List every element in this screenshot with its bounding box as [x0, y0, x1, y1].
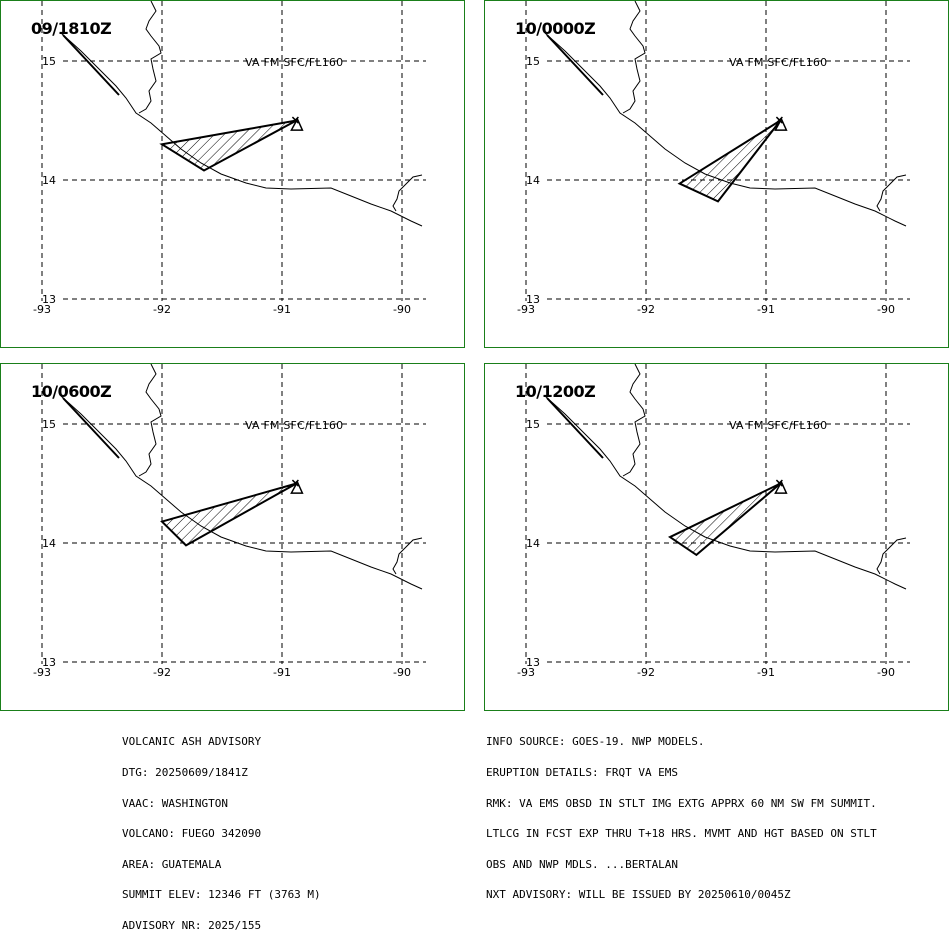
- volcano-mark: [291, 479, 299, 487]
- coastline: [544, 395, 907, 590]
- lat-label: 15: [526, 418, 540, 431]
- volcano-mark: [291, 116, 299, 124]
- border-line: [876, 174, 907, 212]
- lat-label: 15: [42, 418, 56, 431]
- panel-time: 10/0000Z: [515, 19, 596, 38]
- lat-label: 14: [526, 537, 540, 550]
- map-canvas: 15 14 13-93 -92 -91 -90: [33, 1, 426, 316]
- advisory-summit-elev: SUMMIT ELEV: 12346 FT (3763 M): [122, 888, 321, 902]
- panel-level: VA FM SFC/FL160: [729, 56, 828, 69]
- lon-label: -91: [273, 666, 291, 679]
- advisory-info-source: INFO SOURCE: GOES-19. NWP MODELS.: [486, 735, 705, 749]
- coast-segment: [62, 397, 120, 459]
- volcano-icon: [774, 480, 788, 494]
- ash-cloud-polygon: [160, 482, 297, 547]
- lon-label: -90: [877, 303, 895, 316]
- advisory-number: ADVISORY NR: 2025/155: [122, 918, 262, 932]
- panel-time: 10/0600Z: [31, 382, 112, 401]
- coast-segment: [546, 397, 604, 459]
- advisory-eruption-details: ERUPTION DETAILS: FRQT VA EMS: [486, 766, 679, 779]
- lat-label: 13: [526, 293, 540, 306]
- lon-label: -92: [637, 303, 655, 316]
- lon-label: -92: [153, 303, 171, 316]
- lon-label: -90: [393, 303, 411, 316]
- panel-level: VA FM SFC/FL160: [245, 419, 344, 432]
- volcano-icon: [290, 117, 304, 131]
- map-panel-4: 15 14 13 -93 -92 -91 -90 10/1200Z VA FM SFC/FL…: [484, 363, 949, 711]
- advisory-title: VOLCANIC ASH ADVISORY: [122, 735, 262, 749]
- volcano-mark: [775, 116, 783, 124]
- ash-cloud-polygon: [159, 119, 297, 172]
- panel-level: VA FM SFC/FL160: [729, 419, 828, 432]
- lat-label: 15: [42, 55, 56, 68]
- advisory-area: AREA: GUATEMALA: [122, 857, 222, 871]
- lat-label: 14: [526, 174, 540, 187]
- panel-time: 09/1810Z: [31, 19, 112, 38]
- advisory-volcano: VOLCANO: FUEGO 342090: [122, 827, 262, 841]
- lat-label: 13: [42, 656, 56, 669]
- map-canvas: 15 14 13-93 -92 -91 -90: [517, 1, 910, 316]
- lat-label: 15: [526, 55, 540, 68]
- volcano-icon: [774, 117, 788, 131]
- advisory-header-block: VOLCANIC ASH ADVISORY DTG: 20250609/1841…: [122, 717, 321, 941]
- volcano-icon: [290, 480, 304, 494]
- coast-segment: [546, 34, 604, 96]
- map-panel-2: 15 14 13 -93 -92 -91 -90 10/0000Z VA FM SFC/FL…: [484, 0, 949, 348]
- lon-label: -93: [517, 666, 535, 679]
- advisory-next: NXT ADVISORY: WILL BE ISSUED BY 20250610…: [486, 888, 791, 902]
- panel-time: 10/1200Z: [515, 382, 596, 401]
- border-line: [392, 174, 423, 212]
- ash-cloud-polygon: [668, 482, 782, 557]
- lon-label: -91: [757, 303, 775, 316]
- lon-label: -90: [877, 666, 895, 679]
- coastline: [60, 32, 423, 227]
- lon-label: -90: [393, 666, 411, 679]
- map-canvas: 15 14 13-93 -92 -91 -90: [33, 364, 426, 679]
- lon-label: -92: [153, 666, 171, 679]
- border-line: [392, 537, 423, 575]
- lon-label: -93: [33, 666, 51, 679]
- volcano-mark: [775, 479, 783, 487]
- border-line: [138, 364, 162, 477]
- lat-label: 14: [42, 537, 56, 550]
- advisory-remarks-3: OBS AND NWP MDLS. ...BERTALAN: [486, 857, 679, 871]
- coast-segment: [62, 34, 120, 96]
- border-line: [622, 1, 646, 114]
- lon-label: -93: [517, 303, 535, 316]
- border-line: [876, 537, 907, 575]
- lat-label: 13: [42, 293, 56, 306]
- lon-label: -91: [757, 666, 775, 679]
- advisory-vaac: VAAC: WASHINGTON: [122, 796, 228, 810]
- map-panel-1: 15 14 13 -93 -92 -91 -90 09/1810Z VA FM SFC/FL…: [0, 0, 465, 348]
- advisory-dtg: DTG: 20250609/1841Z: [122, 766, 248, 779]
- coastline: [60, 395, 423, 590]
- map-panel-3: 15 14 13 -93 -92 -91 -90 10/0600Z VA FM SFC/FL…: [0, 363, 465, 711]
- lon-label: -93: [33, 303, 51, 316]
- advisory-remarks-2: LTLCG IN FCST EXP THRU T+18 HRS. MVMT AN…: [486, 827, 877, 841]
- border-line: [138, 1, 162, 114]
- advisory-details-block: INFO SOURCE: GOES-19. NWP MODELS. ERUPTI…: [486, 717, 877, 911]
- lon-label: -92: [637, 666, 655, 679]
- map-canvas: 15 14 13-93 -92 -91 -90: [517, 364, 910, 679]
- advisory-remarks-1: RMK: VA EMS OBSD IN STLT IMG EXTG APPRX …: [486, 796, 877, 810]
- lat-label: 14: [42, 174, 56, 187]
- coastline: [544, 32, 907, 227]
- lat-label: 13: [526, 656, 540, 669]
- lon-label: -91: [273, 303, 291, 316]
- panel-level: VA FM SFC/FL160: [245, 56, 344, 69]
- ash-cloud-polygon: [677, 119, 782, 203]
- border-line: [622, 364, 646, 477]
